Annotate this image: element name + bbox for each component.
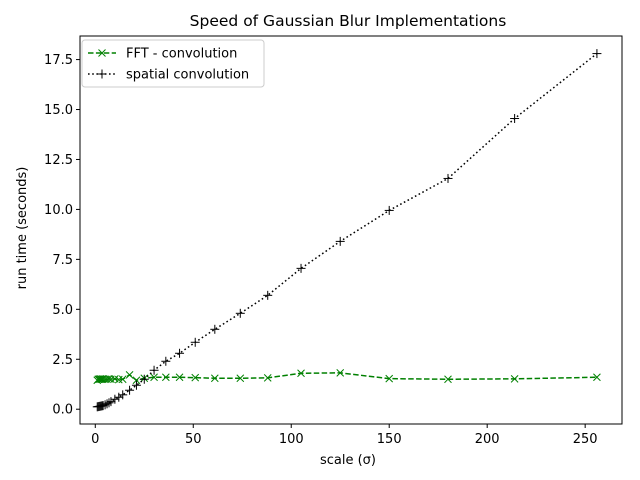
- data-point: [104, 398, 114, 408]
- data-point: [98, 401, 108, 411]
- data-point: [106, 397, 116, 407]
- data-point: [139, 374, 149, 384]
- data-point: [443, 173, 453, 183]
- x-tick-label: 0: [91, 432, 99, 447]
- data-point: [102, 399, 112, 409]
- data-point: [100, 400, 110, 410]
- data-point: [110, 394, 120, 404]
- y-tick-label: 12.5: [44, 153, 73, 168]
- plot-frame: [79, 35, 623, 425]
- data-point: [384, 205, 394, 215]
- data-point: [125, 385, 135, 395]
- y-tick-label: 15.0: [44, 103, 73, 118]
- data-point: [132, 376, 141, 385]
- data-point: [118, 375, 127, 384]
- data-point: [191, 373, 200, 382]
- legend-marker-1: [97, 69, 107, 79]
- data-point: [175, 373, 184, 382]
- data-point: [263, 373, 272, 382]
- data-point: [161, 356, 171, 366]
- data-point: [210, 324, 220, 334]
- data-point: [210, 374, 219, 383]
- data-point: [336, 368, 345, 377]
- y-tick-label: 17.5: [44, 53, 73, 68]
- legend: FFT - convolution spatial convolution: [81, 39, 265, 88]
- data-point: [149, 365, 159, 375]
- chart-title: Speed of Gaussian Blur Implementations: [190, 12, 507, 30]
- data-point: [236, 374, 245, 383]
- data-point: [190, 337, 200, 347]
- x-tick-label: 100: [279, 432, 304, 447]
- data-point: [105, 374, 113, 383]
- y-tick-label: 5.0: [52, 303, 73, 318]
- plot-area: [79, 35, 623, 425]
- data-point: [161, 373, 170, 382]
- data-point: [510, 114, 520, 124]
- x-axis: 0 50 100 150 200 250: [91, 424, 598, 447]
- legend-box: [81, 39, 265, 88]
- data-point: [444, 375, 452, 384]
- data-point: [335, 236, 345, 246]
- legend-label-1: spatial convolution: [126, 68, 249, 83]
- data-point: [125, 370, 134, 379]
- data-point: [97, 375, 106, 384]
- data-point: [592, 49, 602, 59]
- data-point: [235, 308, 245, 318]
- y-tick-label: 10.0: [44, 203, 73, 218]
- data-point: [510, 374, 519, 383]
- data-point: [131, 380, 141, 390]
- data-point: [297, 369, 305, 378]
- x-tick-label: 200: [475, 432, 500, 447]
- x-tick-label: 50: [185, 432, 202, 447]
- data-point: [118, 390, 128, 400]
- x-tick-label: 250: [573, 432, 598, 447]
- data-point: [103, 375, 111, 384]
- legend-label-0: FFT - convolution: [126, 47, 237, 62]
- y-tick-label: 0.0: [52, 403, 73, 418]
- y-tick-label: 2.5: [52, 353, 73, 368]
- data-point: [175, 348, 185, 358]
- legend-marker-0: [98, 49, 106, 57]
- y-tick-label: 7.5: [52, 253, 73, 268]
- data-point: [114, 392, 124, 402]
- data-point: [296, 263, 306, 273]
- data-point: [593, 373, 601, 382]
- x-axis-label: scale (σ): [320, 453, 376, 468]
- data-point: [263, 290, 273, 300]
- data-point: [385, 374, 394, 383]
- y-axis-label: run time (seconds): [15, 167, 30, 290]
- x-tick-label: 150: [377, 432, 402, 447]
- y-axis: 0.0 2.5 5.0 7.5 10.0 12.5 15.0 17.5: [44, 53, 80, 418]
- data-point: [150, 373, 158, 382]
